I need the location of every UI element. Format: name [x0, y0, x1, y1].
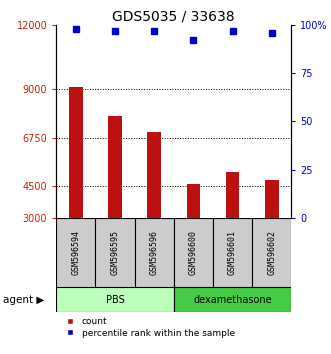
- Bar: [174, 287, 291, 313]
- Text: GSM596602: GSM596602: [267, 230, 276, 275]
- Bar: [56, 287, 174, 313]
- Text: GSM596601: GSM596601: [228, 230, 237, 275]
- Text: agent ▶: agent ▶: [3, 295, 45, 305]
- Bar: [252, 218, 291, 287]
- Bar: [226, 172, 239, 218]
- Bar: [135, 218, 174, 287]
- Bar: [186, 184, 200, 218]
- Text: GSM596596: GSM596596: [150, 230, 159, 275]
- Bar: [95, 218, 135, 287]
- Legend: count, percentile rank within the sample: count, percentile rank within the sample: [61, 317, 235, 338]
- Bar: [147, 132, 161, 218]
- Text: GSM596594: GSM596594: [71, 230, 80, 275]
- Bar: [174, 218, 213, 287]
- Bar: [213, 218, 252, 287]
- Bar: [69, 87, 83, 218]
- Title: GDS5035 / 33638: GDS5035 / 33638: [113, 10, 235, 24]
- Bar: [108, 116, 122, 218]
- Text: GSM596595: GSM596595: [111, 230, 119, 275]
- Text: PBS: PBS: [106, 295, 124, 305]
- Text: GSM596600: GSM596600: [189, 230, 198, 275]
- Bar: [265, 181, 279, 218]
- Text: dexamethasone: dexamethasone: [193, 295, 272, 305]
- Bar: [56, 218, 95, 287]
